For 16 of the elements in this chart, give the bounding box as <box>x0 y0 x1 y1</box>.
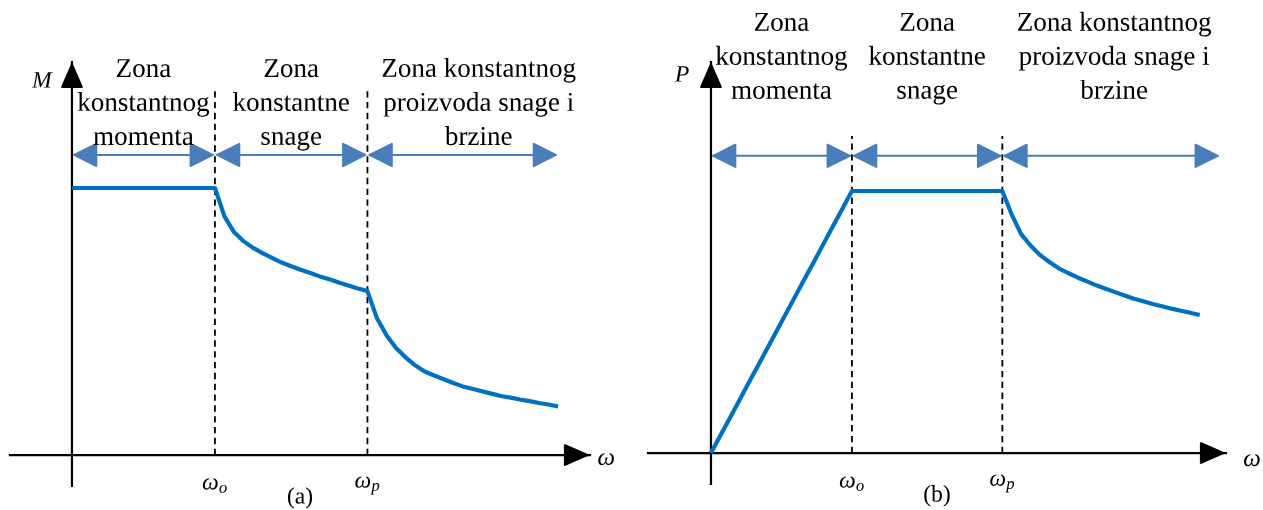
x-tick-label: ω$_{p}$ <box>990 474 1015 493</box>
text: (b) <box>924 485 950 507</box>
x-axis-title: ω <box>598 453 614 466</box>
x-axis-title: ω <box>1244 454 1260 467</box>
text: (a) <box>287 487 313 509</box>
text: Zona konstantnog proizvoda snage i brzine <box>382 58 576 146</box>
x-tick-label: ω$_{o}$ <box>202 478 227 493</box>
text: Zona konstantne snage <box>868 12 985 105</box>
y-axis-title: M <box>31 72 53 88</box>
x-tick-label: ω$_{p}$ <box>355 476 380 495</box>
y-axis-title: P <box>674 66 689 82</box>
text: Zona konstantnog proizvoda snage i brzine <box>1018 11 1212 99</box>
text: Zona konstantnog momenta <box>77 59 210 146</box>
x-tick-label: ω$_{o}$ <box>839 476 864 491</box>
text: Zona konstantnog momenta <box>715 12 848 99</box>
text: Zona konstantne snage <box>233 59 349 151</box>
